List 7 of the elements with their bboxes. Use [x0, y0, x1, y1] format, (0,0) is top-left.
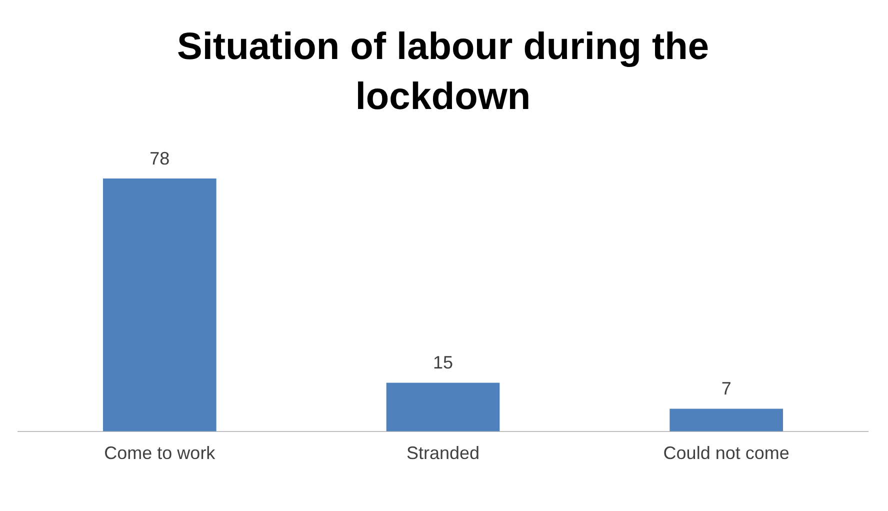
x-tick-label: Stranded: [406, 443, 480, 464]
data-label: 15: [432, 352, 454, 373]
x-tick-label: Come to work: [104, 443, 216, 464]
data-label: 7: [721, 378, 732, 399]
x-tick-label: Could not come: [663, 443, 790, 464]
data-label: 78: [150, 148, 170, 168]
chart-title: Situation of labour during the lockdown: [176, 25, 710, 120]
